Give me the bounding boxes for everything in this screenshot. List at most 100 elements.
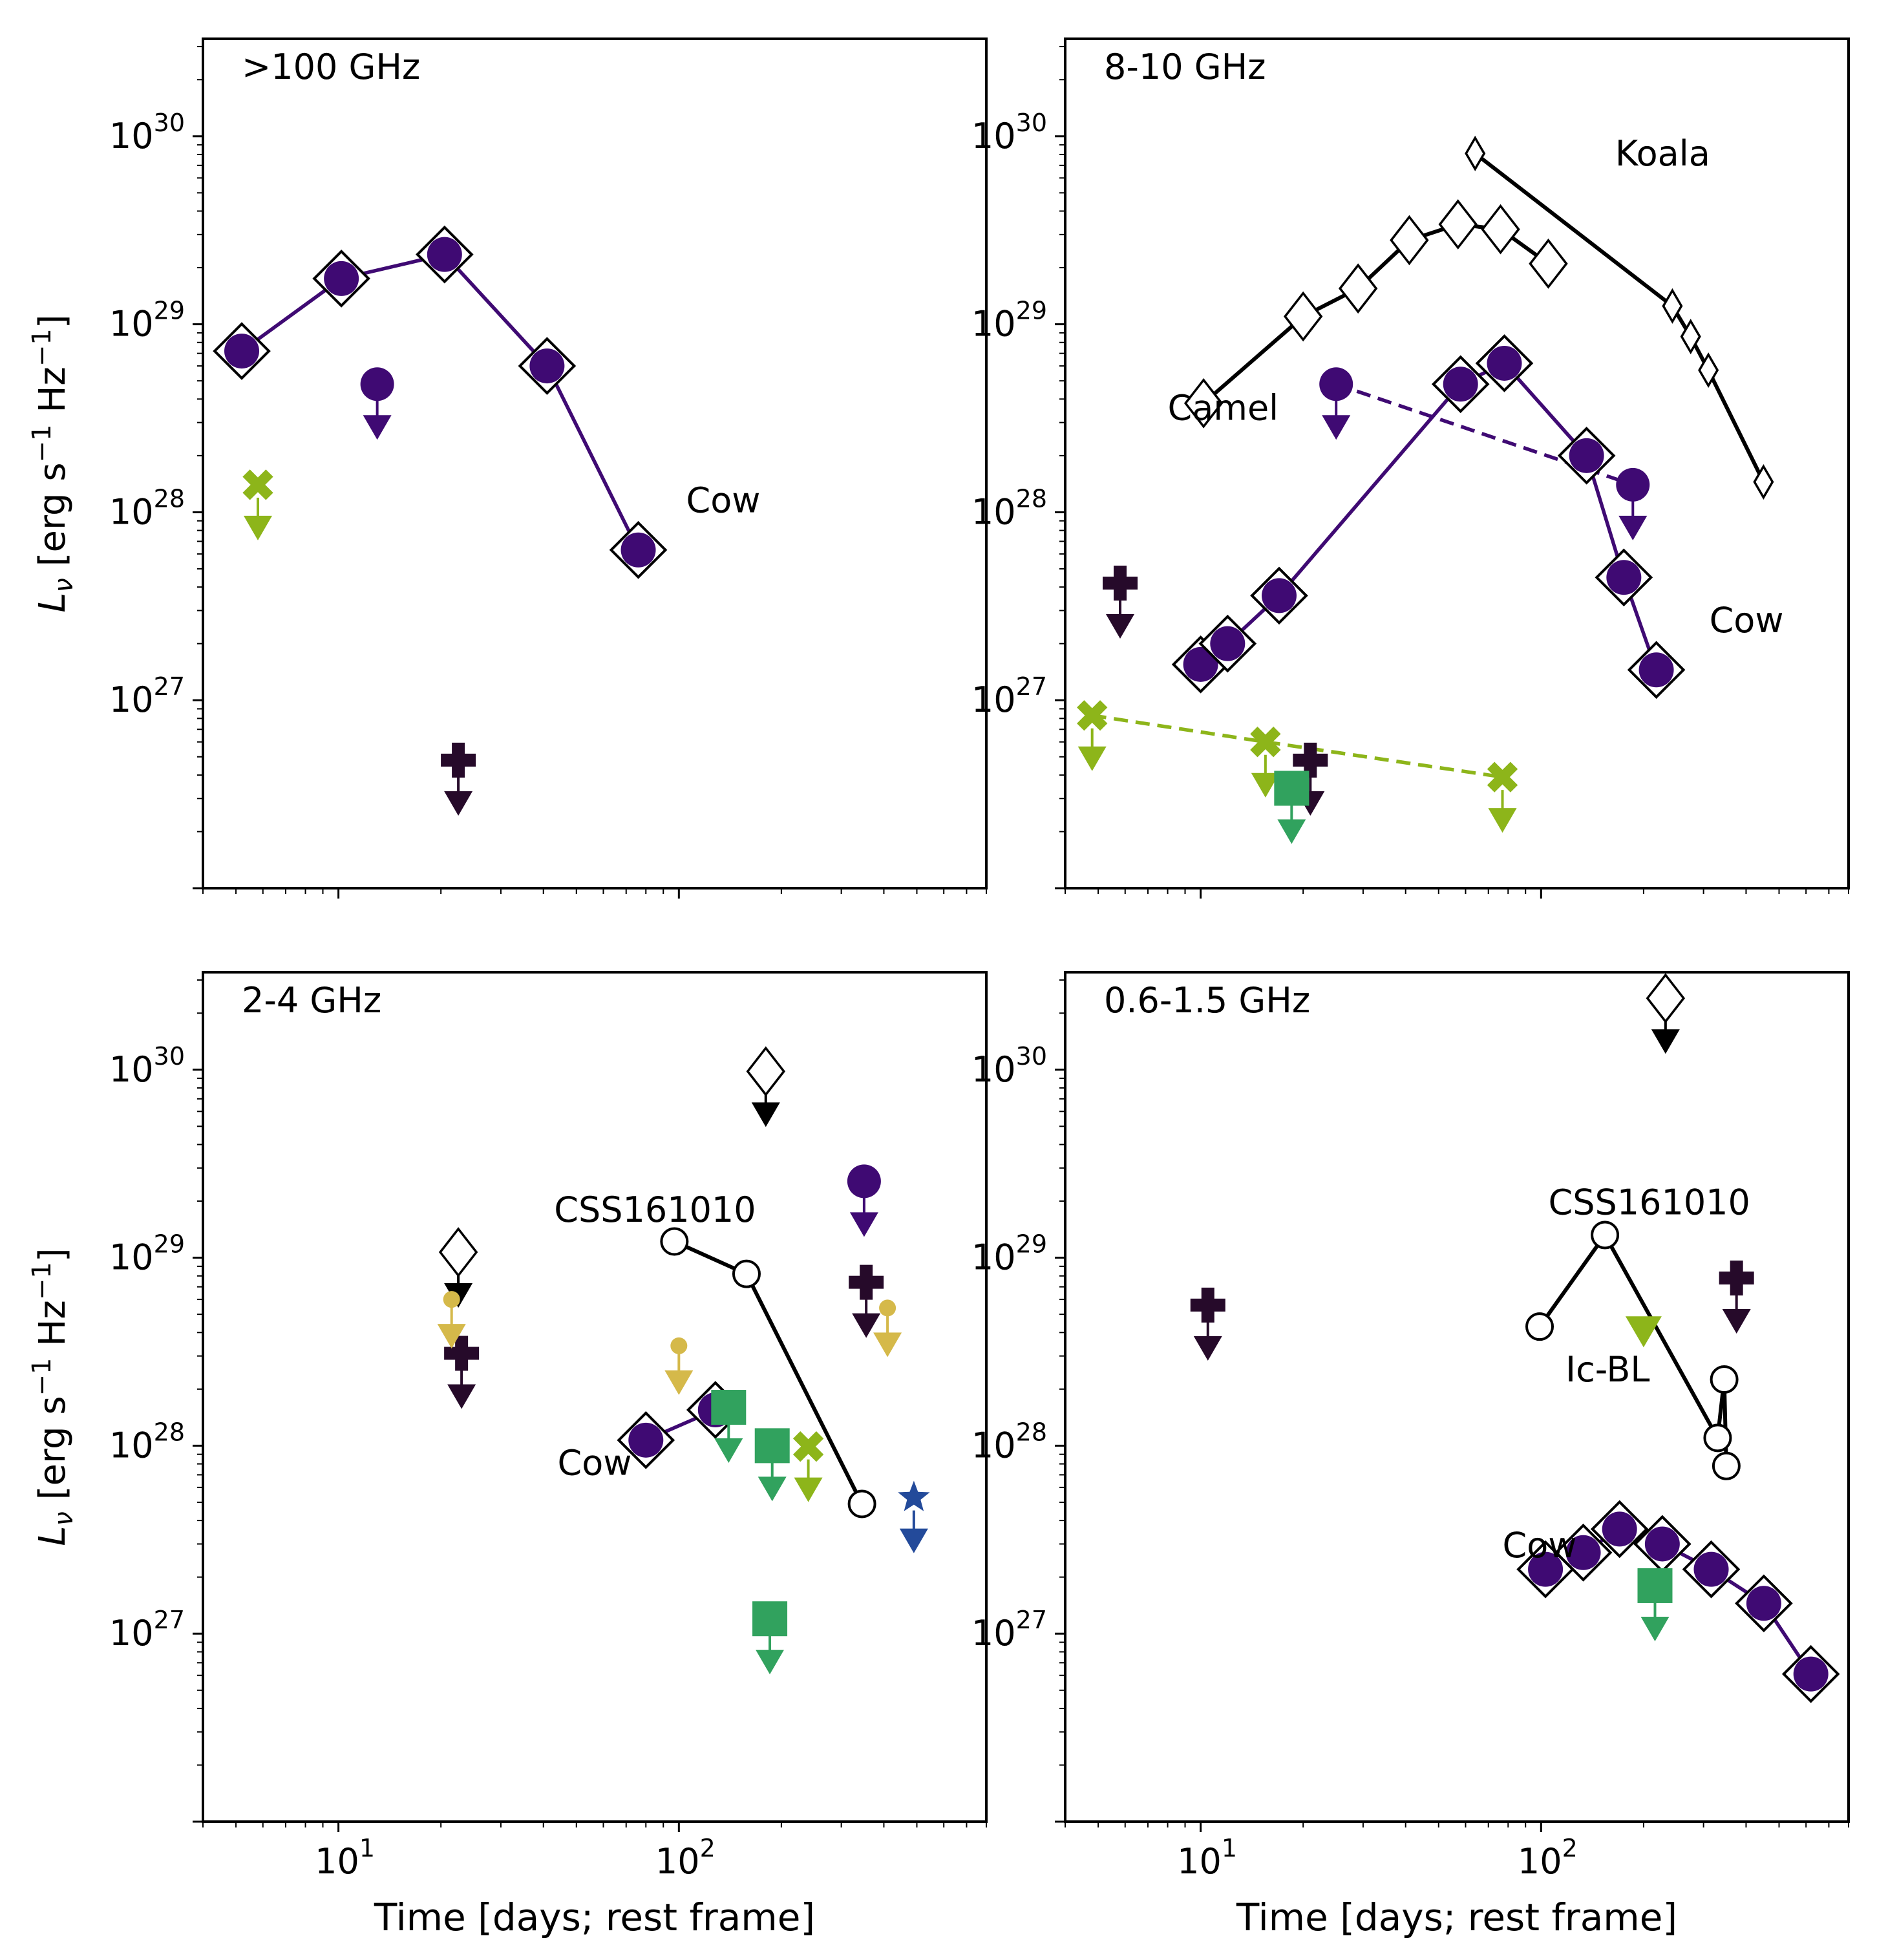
y-tick-exponent: 29 <box>154 1230 185 1259</box>
cow-circle-marker <box>1644 1526 1680 1562</box>
y-tick-exponent: 29 <box>1016 1230 1047 1259</box>
upper-limit-arrowhead <box>1488 808 1517 833</box>
cow-circle-marker <box>224 334 260 369</box>
koala-diamond-marker <box>1753 463 1774 500</box>
upper-limit-arrowhead <box>444 791 473 816</box>
x-tick-exponent: 1 <box>1222 1834 1237 1862</box>
y-label-sup2: −1 <box>27 1262 57 1300</box>
css161010-circle-marker <box>847 1489 876 1518</box>
y-tick-base: 10 <box>109 679 154 720</box>
cow-like-upper-limits-circle-marker <box>1616 467 1650 502</box>
y-label-main: L <box>32 1526 74 1546</box>
y-label-sub: ν <box>49 578 79 592</box>
y-tick-label: 1029 <box>109 297 185 345</box>
y-tick-label: 1028 <box>971 484 1047 532</box>
panel-title: 8-10 GHz <box>1104 47 1266 87</box>
y-label-mid: Hz <box>32 1300 74 1358</box>
panel-title: >100 GHz <box>242 47 420 87</box>
y-tick-base: 10 <box>971 1049 1016 1090</box>
css161010-circle-marker <box>660 1227 689 1256</box>
panel-title: 0.6-1.5 GHz <box>1104 980 1310 1021</box>
cow-circle-marker <box>324 261 359 296</box>
y-tick-exponent: 28 <box>1016 484 1047 513</box>
koala-diamond-marker <box>1465 135 1486 171</box>
css161010-circle-marker <box>1712 1451 1741 1480</box>
cow-circle-marker <box>1693 1551 1729 1587</box>
upper-limit-arrowhead <box>1277 819 1306 844</box>
upper-limit-arrowhead <box>758 1476 787 1502</box>
x-tick-label: 102 <box>655 1834 716 1882</box>
y-label-end: ] <box>32 314 74 328</box>
x-tick-base: 10 <box>1518 1841 1562 1882</box>
y-tick-label: 1029 <box>971 297 1047 345</box>
y-tick-base: 10 <box>109 1613 154 1654</box>
gold-upper-limits-circle-marker <box>879 1299 896 1317</box>
annotation-label: Camel <box>1168 388 1279 429</box>
square-upper-limit-square-marker <box>1637 1568 1673 1603</box>
annotations: Cow <box>686 480 760 520</box>
y-tick-base: 10 <box>109 1049 154 1090</box>
css161010-circle-marker <box>732 1259 761 1288</box>
cow-circle-marker <box>1565 1535 1601 1570</box>
upper-limit-arrowhead <box>1322 415 1351 440</box>
cow-circle-marker <box>1210 626 1246 661</box>
annotation-label: Cow <box>686 480 760 520</box>
cow-like-upper-limit-circle-marker <box>360 367 394 401</box>
y-tick-exponent: 27 <box>1016 1606 1047 1634</box>
axes-frame <box>202 37 988 889</box>
plot-area <box>213 225 668 816</box>
x-upper-limits-x-marker <box>1487 762 1518 793</box>
upper-limit-arrowhead <box>1193 1336 1222 1361</box>
x-upper-limit-x-marker <box>792 1431 824 1462</box>
upper-limit-arrowhead <box>899 1528 928 1553</box>
star-upper-limit-star-marker <box>898 1480 930 1511</box>
y-label-end: ] <box>32 1248 74 1262</box>
y-tick-base: 10 <box>971 304 1016 345</box>
y-tick-exponent: 27 <box>154 672 185 701</box>
plus-upper-limits-plus-marker <box>849 1264 884 1300</box>
y-tick-label: 1029 <box>971 1230 1047 1278</box>
square-upper-limit-square-marker <box>1274 771 1310 806</box>
annotation-label: Koala <box>1615 133 1710 174</box>
axis-ticks <box>193 979 987 1832</box>
annotation-label: Cow <box>558 1442 632 1483</box>
css161010-circle-marker <box>1591 1220 1620 1250</box>
annotations: Koala Camel Cow <box>1168 133 1784 641</box>
x-axis-label-right: Time [days; rest frame] <box>1236 1895 1677 1939</box>
y-axis-label-top: Lν [erg s−1 Hz−1] <box>27 314 79 612</box>
upper-limit-arrowhead <box>873 1332 902 1358</box>
y-tick-exponent: 30 <box>154 109 185 137</box>
annotation-label: Cow <box>1503 1525 1577 1566</box>
y-tick-exponent: 30 <box>154 1042 185 1071</box>
cow-circle-marker <box>620 532 656 568</box>
cow-circle-marker <box>1443 367 1478 402</box>
camel-diamond-marker <box>1390 215 1429 266</box>
cow-circle-marker <box>529 348 565 384</box>
y-tick-base: 10 <box>109 1237 154 1278</box>
x-upper-limit-x-marker <box>242 469 273 500</box>
cow-circle-marker <box>1793 1656 1829 1692</box>
upper-limit-arrowhead <box>664 1370 694 1395</box>
y-tick-label: 1030 <box>971 1042 1047 1090</box>
y-tick-base: 10 <box>971 1425 1016 1465</box>
annotation-label: Cow <box>1710 600 1784 641</box>
y-label-sup1: −1 <box>27 424 57 462</box>
upper-limit-arrowhead <box>714 1438 743 1464</box>
cow-circle-marker <box>1602 1511 1637 1547</box>
x-tick-exponent: 2 <box>700 1834 716 1862</box>
annotations: CSS161010 Ic-BL Cow <box>1503 1182 1750 1566</box>
koala-diamond-marker <box>1698 352 1719 389</box>
plus-upper-limit-plus-marker <box>441 742 476 778</box>
panel-title: 2-4 GHz <box>242 980 381 1021</box>
upper-limit-arrowhead <box>1651 1029 1680 1054</box>
x-upper-limits-x-marker <box>1077 700 1108 731</box>
upper-limit-arrowhead <box>794 1477 823 1502</box>
y-tick-label: 1028 <box>971 1418 1047 1465</box>
ic-bl-triangle-marker <box>1625 1316 1662 1348</box>
y-label-rest: [erg s <box>32 1396 74 1511</box>
